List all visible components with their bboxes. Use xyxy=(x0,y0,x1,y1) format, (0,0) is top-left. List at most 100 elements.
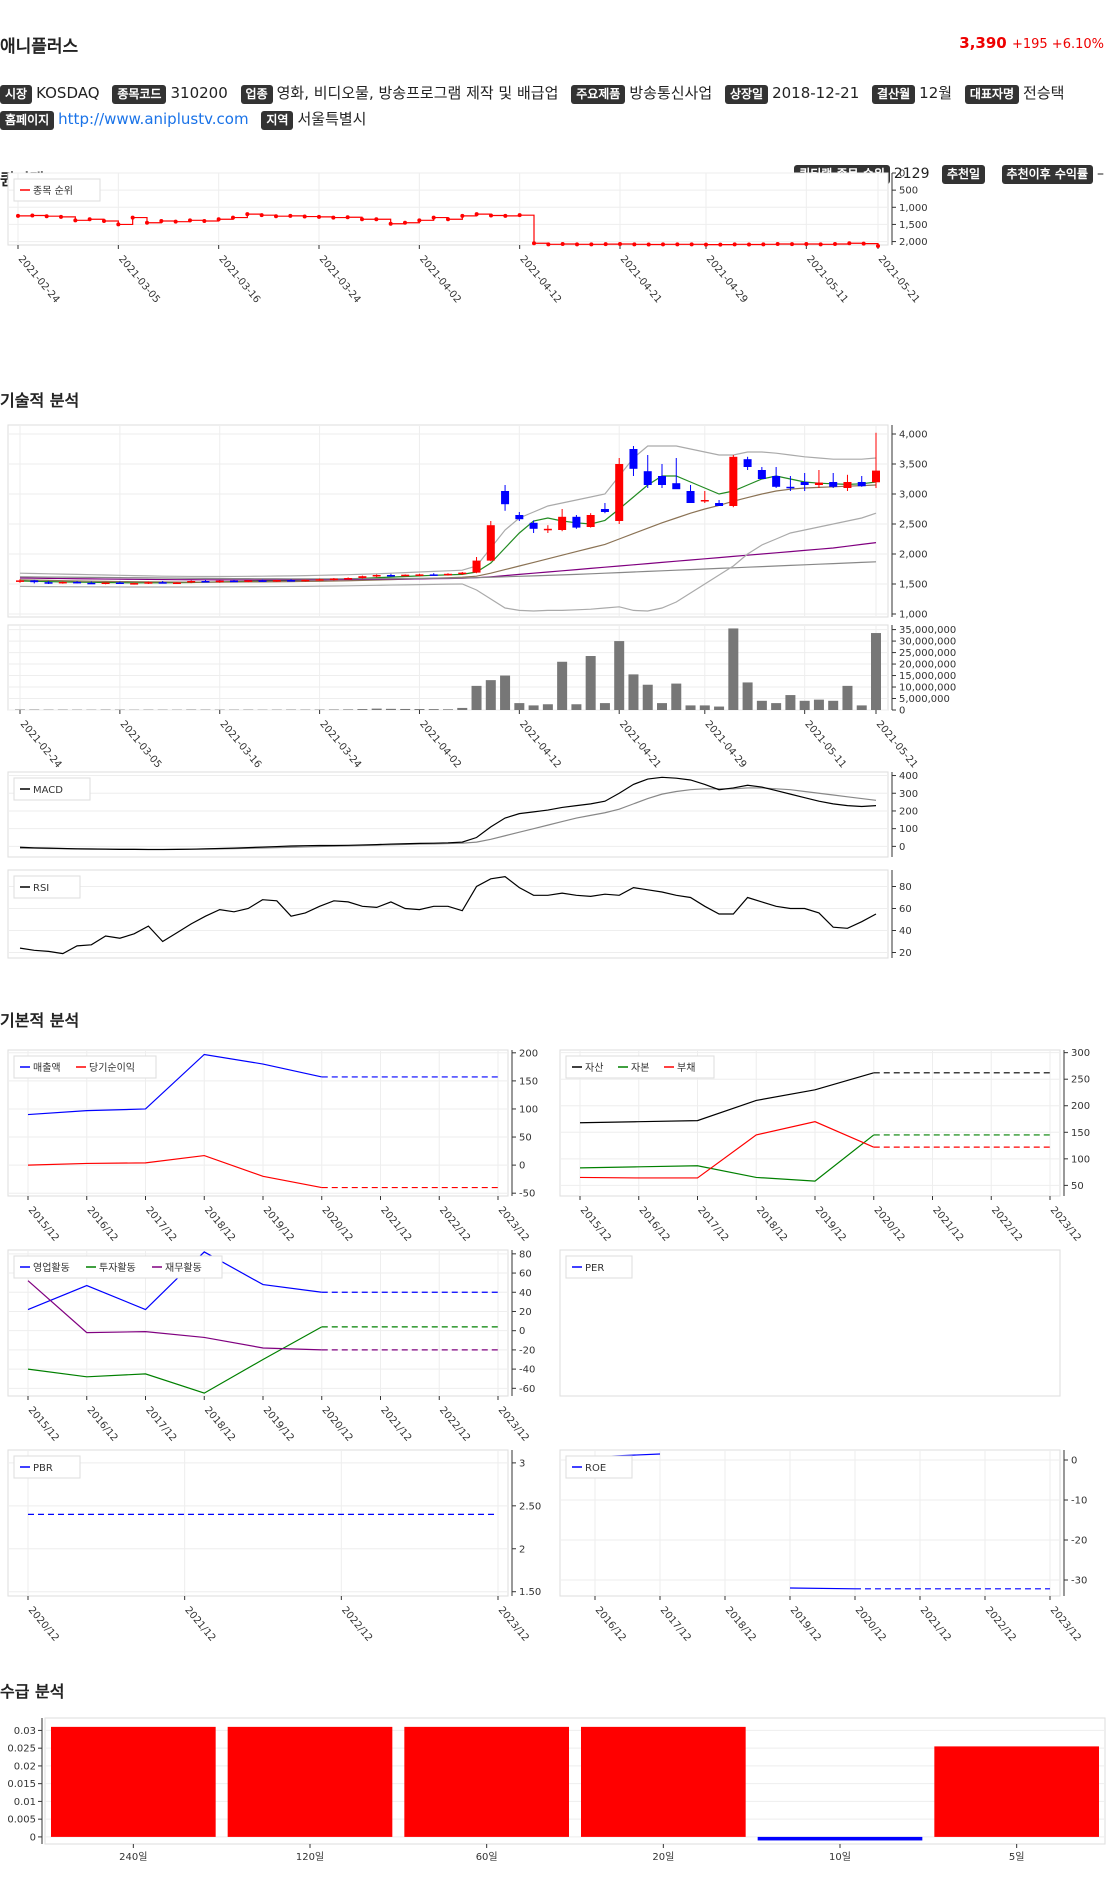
volume-xtick-label: 2021-02-24 xyxy=(18,719,64,771)
cashflow-xtick-label: 2016/12 xyxy=(84,1405,119,1444)
current-price: 3,390 xyxy=(959,34,1007,52)
roe-xtick-label: 2016/12 xyxy=(593,1605,628,1644)
price-candle-body xyxy=(814,482,823,485)
volume-ytick-label: 20,000,000 xyxy=(899,660,956,671)
rank-ytick-label: 2,000 xyxy=(899,237,928,248)
volume-xtick-label: 2021-03-16 xyxy=(217,719,263,771)
income-xtick-label: 2016/12 xyxy=(84,1205,119,1244)
volume-bar xyxy=(842,685,853,710)
listed-value: 2018-12-21 xyxy=(772,84,860,102)
income-xtick-label: 2021/12 xyxy=(378,1205,413,1244)
rank-point xyxy=(202,219,207,223)
rank-legend-label: 종목 순위 xyxy=(33,184,73,197)
price-candle-body xyxy=(272,580,281,582)
cashflow-legend-label: 투자활동 xyxy=(99,1261,136,1274)
rank-point xyxy=(116,222,121,227)
rank-point xyxy=(317,214,321,219)
rank-point xyxy=(503,213,508,218)
cashflow-xtick-label: 2022/12 xyxy=(437,1405,472,1444)
pbr-ytick-label: 1.50 xyxy=(519,1587,541,1598)
rank-point xyxy=(288,213,293,218)
company-info-row-1: 시장 KOSDAQ 종목코드 310200 업종 영화, 비디오물, 방송프로그램 제… xyxy=(0,80,1064,106)
volume-bar xyxy=(471,685,482,710)
rank-point xyxy=(675,242,680,247)
roe-xtick-label: 2018/12 xyxy=(723,1605,758,1644)
volume-xtick-label: 2021-05-11 xyxy=(802,719,848,771)
price-candle-body xyxy=(686,491,695,503)
rank-frame xyxy=(7,172,889,246)
income-xtick-label: 2019/12 xyxy=(261,1205,296,1244)
rank-point xyxy=(16,213,20,218)
sector-tag: 업종 xyxy=(240,85,273,104)
price-candle-body xyxy=(643,471,652,485)
price-candle-body xyxy=(401,574,410,577)
product-value: 방송통신사업 xyxy=(629,84,713,102)
price-candle-body xyxy=(757,470,766,479)
rank-point xyxy=(532,241,536,246)
fiscal-value: 12월 xyxy=(919,84,953,102)
volume-bar xyxy=(400,708,411,710)
balance-xtick-label: 2022/12 xyxy=(989,1205,1024,1244)
price-candle-body xyxy=(172,582,181,584)
price-candle-body xyxy=(772,476,781,487)
volume-bar xyxy=(514,703,525,710)
rank-point xyxy=(646,242,651,247)
volume-bar xyxy=(728,628,739,710)
rsi-ytick-label: 40 xyxy=(899,926,912,937)
price-candle-body xyxy=(73,581,82,584)
cashflow-ytick-label: -20 xyxy=(519,1345,535,1356)
rsi-line xyxy=(19,875,877,955)
price-bb_lower-line xyxy=(19,512,877,612)
cashflow-legend-box xyxy=(13,1255,223,1279)
volume-bar xyxy=(571,704,582,710)
volume-bar xyxy=(813,699,824,710)
volume-xtick-label: 2021-04-29 xyxy=(703,719,749,771)
balance-xtick-label: 2021/12 xyxy=(930,1205,965,1244)
price-candle-body xyxy=(444,573,452,576)
price-candle-body xyxy=(529,522,538,529)
pbr-ytick-label: 2 xyxy=(519,1544,525,1555)
rank-point xyxy=(761,242,766,247)
rank-xtick-label: 2021-05-11 xyxy=(804,254,850,306)
price-candle-body xyxy=(130,583,139,585)
macd-frame xyxy=(7,771,889,858)
income-xtick-label: 2020/12 xyxy=(319,1205,354,1244)
per-legend-label: PER xyxy=(585,1263,604,1274)
volume-bar xyxy=(657,703,667,710)
roe-ytick-label: -20 xyxy=(1071,1536,1087,1547)
volume-xtick-label: 2021-05-21 xyxy=(874,719,920,771)
homepage-link[interactable]: http://www.aniplustv.com xyxy=(58,110,249,128)
rank-point xyxy=(302,214,307,219)
income-xtick-label: 2017/12 xyxy=(143,1205,178,1244)
rank-point xyxy=(431,215,436,220)
market-tag: 시장 xyxy=(0,85,33,104)
rsi-legend-label: RSI xyxy=(33,883,49,894)
macd-macd-line xyxy=(19,776,877,851)
balance-자본-line xyxy=(579,1134,875,1182)
balance-xtick-label: 2019/12 xyxy=(813,1205,848,1244)
rank-legend-box xyxy=(13,178,101,202)
rank-ytick-label: 500 xyxy=(899,186,918,197)
per-legend-box xyxy=(565,1255,633,1279)
rank-ytick-label: 1,500 xyxy=(899,220,928,231)
rank-point xyxy=(517,213,522,218)
volume-bar xyxy=(542,704,553,710)
volume-bar xyxy=(671,683,682,710)
pbr-xtick-label: 2020/12 xyxy=(26,1605,61,1644)
rank-point xyxy=(73,218,78,223)
price-candle-body xyxy=(144,582,153,584)
price-candle-body xyxy=(301,579,310,582)
balance-ytick-label: 300 xyxy=(1071,1048,1090,1059)
cashflow-투자활동-line xyxy=(27,1326,323,1394)
price-ma120-line xyxy=(19,561,877,580)
roe-xtick-label: 2020/12 xyxy=(853,1605,888,1644)
code-tag: 종목코드 xyxy=(112,85,167,104)
rsi-legend-box xyxy=(13,875,81,899)
volume-bar xyxy=(428,709,439,710)
homepage-tag: 홈페이지 xyxy=(0,111,55,130)
roe-ytick-label: 0 xyxy=(1071,1456,1077,1467)
roe-xtick-label: 2022/12 xyxy=(983,1605,1018,1644)
supply-bar xyxy=(404,1726,569,1837)
volume-bar xyxy=(599,703,610,710)
